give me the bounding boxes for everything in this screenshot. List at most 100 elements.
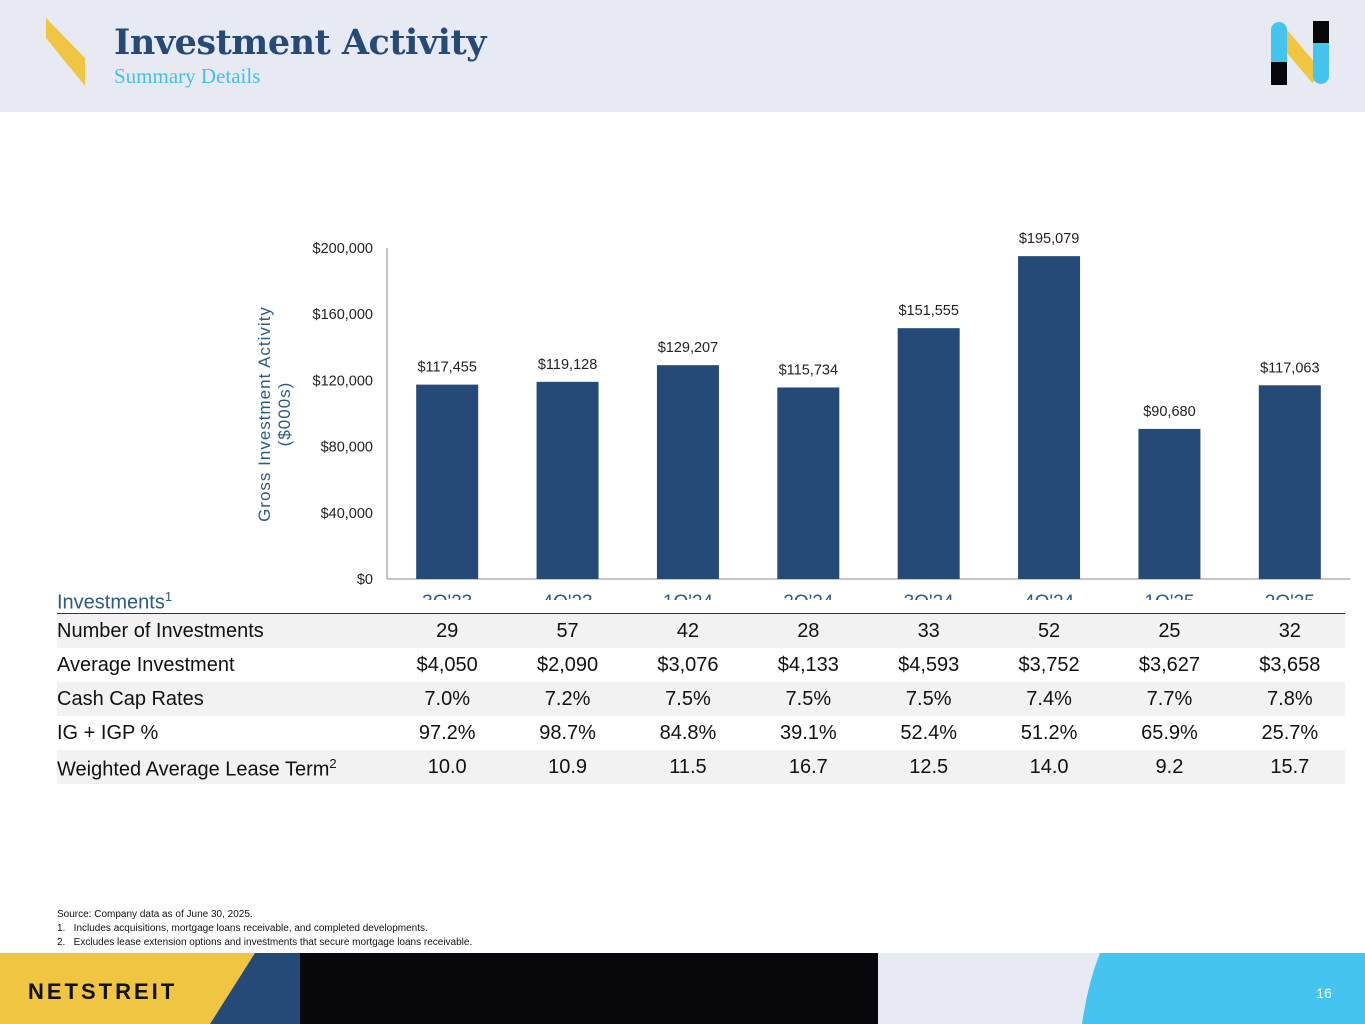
table-cell: 10.9	[548, 756, 588, 778]
y-axis-label: Gross Investment Activity ($000s)	[255, 306, 294, 522]
x-tick-label: 3Q'24	[904, 592, 955, 600]
bar	[536, 381, 599, 579]
table-cell: 7.2%	[544, 688, 591, 710]
table-cell: 15.7	[1270, 756, 1310, 778]
x-tick-label: 2Q'24	[783, 592, 834, 600]
table-cell: $4,593	[898, 654, 960, 676]
table-cell: 12.5	[909, 756, 949, 778]
y-tick-label: $80,000	[321, 440, 373, 456]
accent-stripe-icon	[46, 18, 85, 86]
table-cell: 65.9%	[1141, 722, 1198, 744]
y-tick-label: $200,000	[313, 241, 373, 257]
x-tick-label: 4Q'24	[1024, 592, 1075, 600]
x-tick-label: 2Q'25	[1265, 592, 1315, 600]
bar	[1018, 256, 1081, 579]
y-axis-label-line: Gross Investment Activity	[255, 306, 274, 522]
page-subtitle: Summary Details	[114, 64, 261, 88]
row-label-text: Cash Cap Rates	[57, 688, 204, 710]
table-row: Average Investment $4,050 $2,090 $3,076 $4,1…	[57, 648, 1345, 682]
table-header-label: Investments1	[57, 589, 172, 615]
data-label: $117,063	[1260, 360, 1319, 376]
bar	[1138, 428, 1201, 579]
table-cell: $4,133	[777, 654, 839, 676]
table-cell: 25	[1158, 620, 1181, 642]
table-cell: $2,090	[536, 654, 599, 676]
x-tick-label: 1Q'24	[663, 592, 714, 600]
footnote-ref: 2	[329, 756, 337, 771]
table-cell: $3,752	[1018, 654, 1080, 676]
table-cell: 7.5%	[785, 688, 832, 710]
row-label: Weighted Average Lease Term2	[57, 756, 337, 782]
y-tick-label: $0	[357, 572, 373, 588]
data-label: $117,455	[417, 360, 476, 376]
netstreit-logo-icon	[1271, 21, 1329, 85]
bar	[1258, 385, 1321, 579]
table-cell: 52.4%	[900, 722, 958, 744]
table-cell: 28	[797, 620, 820, 642]
footnote-2: 2. Excludes lease extension options and …	[57, 937, 473, 948]
table-cell: $3,627	[1138, 654, 1201, 676]
x-tick-label: 3Q'23	[422, 592, 472, 600]
table-cell: 57	[556, 620, 579, 642]
bar	[416, 384, 479, 579]
data-label: $195,079	[1019, 231, 1079, 247]
table-cell: 11.5	[669, 756, 707, 778]
table-cell: 16.7	[788, 756, 828, 778]
row-label-text: IG + IGP %	[57, 722, 159, 744]
footer-brand: NETSTREIT	[28, 979, 177, 1004]
data-label: $90,680	[1143, 404, 1195, 420]
table-cell: $3,658	[1259, 654, 1321, 676]
page-number: 16	[1316, 985, 1332, 1001]
source-note: Source: Company data as of June 30, 2025…	[57, 909, 253, 920]
y-axis-label-line: ($000s)	[275, 382, 294, 447]
y-tick-label: $120,000	[313, 373, 373, 389]
y-tick-label: $160,000	[313, 307, 373, 323]
table-cell: $3,076	[657, 654, 719, 676]
table-row: Weighted Average Lease Term2 10.0 10.9 11.5…	[57, 750, 1345, 784]
table-cell: 7.4%	[1026, 688, 1072, 710]
table-cell: 25.7%	[1261, 722, 1319, 744]
data-label: $151,555	[898, 303, 958, 319]
bar-chart: $0 $40,000 $80,000 $120,000 $160,000 $200,000…	[255, 231, 1350, 600]
table-row: Number of Investments 29 57 42 28 33 52 25 32	[57, 614, 1345, 648]
table-header: Investments1	[57, 588, 1345, 614]
table-cell: 39.1%	[779, 722, 837, 744]
row-label-text: Weighted Average Lease Term	[57, 758, 330, 781]
table-cell: 7.0%	[424, 688, 470, 710]
footnote-1: 1. Includes acquisitions, mortgage loans…	[57, 923, 428, 934]
table-cell: 7.5%	[905, 688, 952, 710]
header: Investment Activity Summary Details	[0, 0, 1365, 112]
footnotes: Source: Company data as of June 30, 2025…	[57, 908, 472, 950]
data-label: $119,128	[538, 357, 597, 373]
header-label-text: Investments	[57, 591, 165, 614]
row-label: Cash Cap Rates	[57, 688, 204, 711]
row-label-text: Number of Investments	[57, 620, 264, 642]
data-label: $129,207	[658, 340, 718, 356]
table-cell: 32	[1278, 620, 1301, 642]
footer: NETSTREIT 16	[0, 953, 1365, 1024]
row-label: Number of Investments	[57, 620, 264, 643]
table-cell: 84.8%	[659, 722, 717, 744]
table-cell: 7.5%	[665, 688, 711, 710]
footnote-ref: 1	[164, 589, 173, 604]
table-cell: 7.8%	[1267, 688, 1313, 710]
table-cell: $4,050	[416, 654, 478, 676]
table-cell: 29	[436, 620, 459, 642]
data-label: $115,734	[779, 362, 838, 378]
bar	[897, 328, 960, 579]
y-tick-label: $40,000	[321, 506, 373, 522]
table-cell: 98.7%	[539, 722, 596, 744]
table-cell: 42	[676, 620, 700, 642]
x-tick-label: 1Q'25	[1144, 592, 1194, 600]
bar	[656, 365, 719, 579]
table-row: Cash Cap Rates 7.0% 7.2% 7.5% 7.5% 7.5% 7.4% 7.…	[57, 682, 1345, 716]
table-cell: 51.2%	[1020, 722, 1078, 744]
table-cell: 33	[917, 620, 940, 642]
table-cell: 14.0	[1029, 756, 1069, 778]
row-label: Average Investment	[57, 654, 235, 677]
row-label: IG + IGP %	[57, 722, 158, 745]
table-cell: 9.2	[1155, 756, 1184, 778]
table-cell: 10.0	[427, 756, 467, 778]
page-title: Investment Activity	[114, 22, 486, 63]
table-row: IG + IGP % 97.2% 98.7% 84.8% 39.1% 52.4% 51.2%…	[57, 716, 1345, 750]
